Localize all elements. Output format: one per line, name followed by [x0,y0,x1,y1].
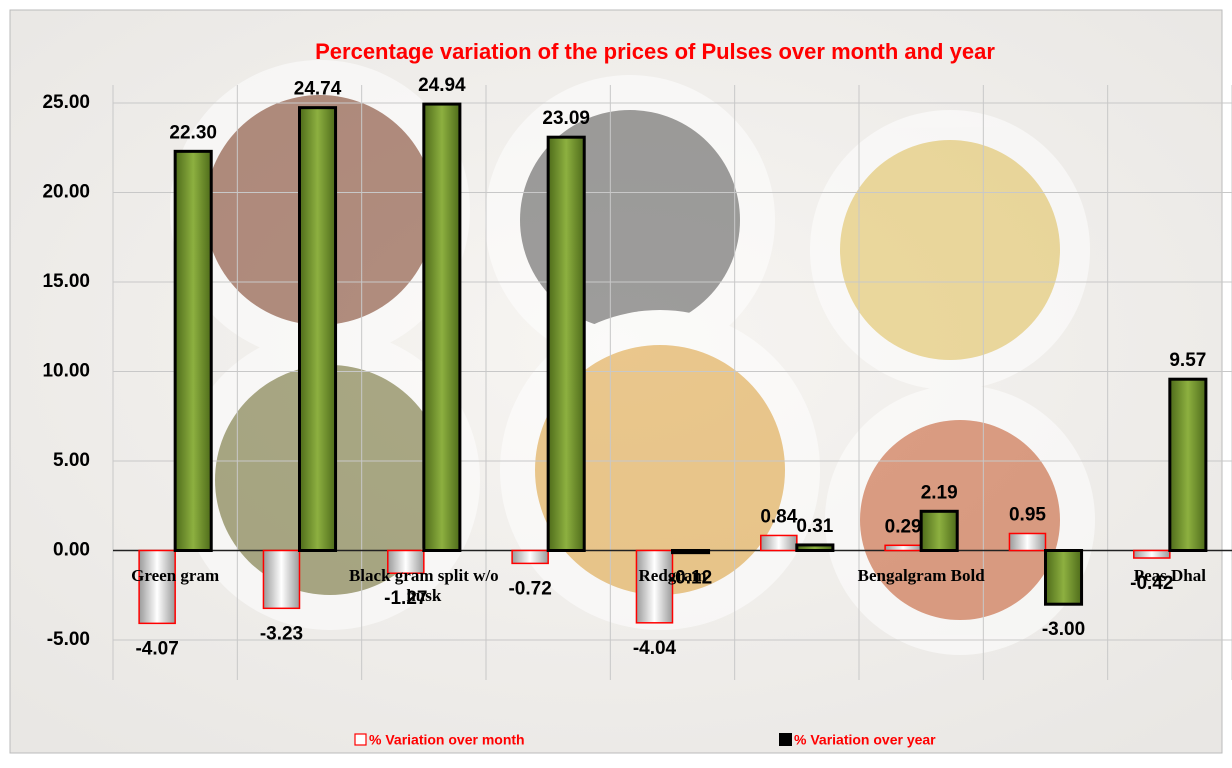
y-tick-label: 0.00 [53,540,90,561]
bar [548,137,584,550]
value-label: -3.00 [1042,619,1085,640]
value-label: -0.72 [508,578,551,599]
x-tick-label: Black gram split w/o husk [339,566,509,606]
bar [512,551,548,564]
value-label: 0.95 [1009,505,1046,526]
bar [797,545,833,551]
chart: Percentage variation of the prices of Pu… [0,0,1232,763]
bar [1170,379,1206,550]
page: Percentage variation of the prices of Pu… [0,0,1232,768]
legend-swatch [355,734,366,745]
x-tick-label: Peas Dhal [1085,566,1232,586]
legend-label: % Variation over month [369,732,525,748]
value-label: 0.29 [885,516,922,537]
bar [673,551,709,553]
y-tick-label: -5.00 [47,629,90,650]
x-tick-label-box: Peas Dhal [1085,566,1232,616]
y-tick-label: 25.00 [42,92,90,113]
y-tick-label: 5.00 [53,450,90,471]
x-tick-label-box: Redgram [588,566,758,616]
value-label: -4.04 [633,638,677,659]
value-label: -4.07 [135,638,178,659]
y-tick-label: 20.00 [42,182,90,203]
value-label: 23.09 [542,108,590,129]
value-label: 24.94 [418,75,466,96]
x-tick-label: Green gram [90,566,260,586]
x-tick-label-box: Green gram [90,566,260,616]
x-tick-label: Bengalgram Bold [836,566,1006,586]
bar [175,151,211,550]
bar [921,511,957,550]
bar [263,551,299,609]
bar [1046,551,1082,605]
x-tick-label-box: Bengalgram Bold [836,566,1006,616]
legend-label: % Variation over year [794,732,936,748]
value-label: 9.57 [1169,350,1206,371]
value-label: -3.23 [260,623,303,644]
x-tick-label-box: Black gram split w/o husk [339,566,509,616]
y-tick-label: 15.00 [42,271,90,292]
value-label: 2.19 [921,482,958,503]
bar [761,535,797,550]
value-label: 24.74 [294,79,342,100]
value-label: 22.30 [169,122,217,143]
value-label: 0.31 [796,516,833,537]
legend-swatch [780,734,791,745]
bar [1009,533,1045,550]
value-label: 0.84 [760,506,797,527]
bar [300,108,336,551]
chart-title: Percentage variation of the prices of Pu… [315,39,995,64]
x-tick-label: Redgram [588,566,758,586]
bar [424,104,460,550]
bar [1134,551,1170,559]
y-tick-label: 10.00 [42,361,90,382]
bar [885,545,921,550]
